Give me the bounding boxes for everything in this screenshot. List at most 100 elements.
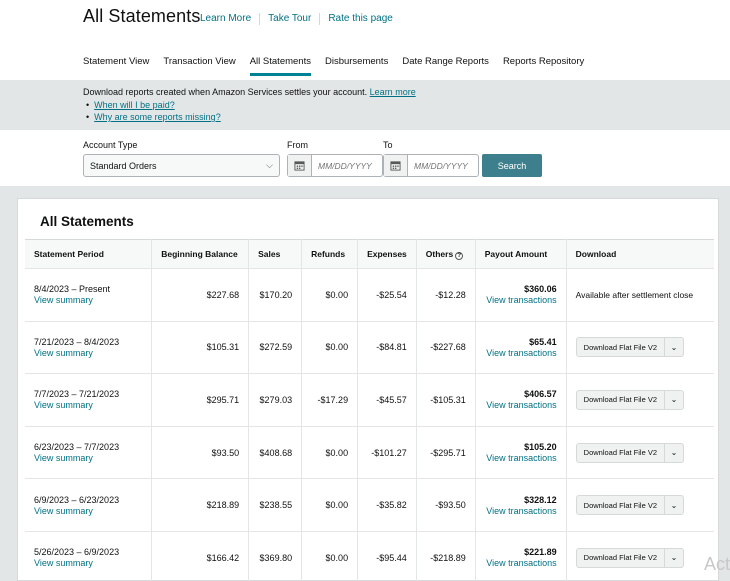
download-flat-file-button[interactable]: Download Flat File V2 ⌄	[575, 495, 685, 516]
payout-amount: $406.57	[524, 389, 557, 400]
table-row: 7/21/2023 – 8/4/2023 View summary $105.31 $…	[25, 321, 714, 375]
refunds-cell: $0.00	[301, 321, 359, 375]
info-learn-more-link[interactable]: Learn more	[369, 87, 416, 97]
download-button-label[interactable]: Download Flat File V2	[577, 338, 666, 357]
col-statement-period: Statement Period	[25, 239, 153, 269]
download-cell: Download Flat File V2 ⌄	[566, 426, 714, 480]
period-cell: 7/21/2023 – 8/4/2023 View summary	[25, 321, 153, 375]
chevron-down-icon[interactable]: ⌄	[670, 395, 678, 405]
others-cell: -$105.31	[416, 373, 476, 427]
payout-amount: $360.06	[524, 284, 557, 295]
view-transactions-link[interactable]: View transactions	[486, 347, 557, 358]
beginning-balance-cell: $295.71	[151, 373, 250, 427]
download-flat-file-button[interactable]: Download Flat File V2 ⌄	[575, 389, 685, 410]
payout-cell: $221.89 View transactions	[475, 531, 567, 581]
page-title: All Statements	[83, 6, 201, 26]
sales-cell: $369.80	[248, 531, 303, 581]
statements-table: Statement Period Beginning Balance Sales…	[25, 239, 714, 581]
payout-amount: $65.41	[529, 336, 557, 347]
period-text: 7/7/2023 – 7/21/2023	[34, 389, 120, 400]
to-date-input[interactable]	[408, 155, 478, 176]
statements-title: All Statements	[40, 214, 134, 229]
view-summary-link[interactable]: View summary	[34, 453, 93, 464]
table-header-row: Statement Period Beginning Balance Sales…	[25, 239, 714, 269]
payout-cell: $328.12 View transactions	[475, 478, 567, 532]
download-flat-file-button[interactable]: Download Flat File V2 ⌄	[575, 547, 685, 568]
sales-cell: $279.03	[248, 373, 303, 427]
beginning-balance-cell: $227.68	[151, 268, 250, 322]
download-button-label[interactable]: Download Flat File V2	[577, 443, 666, 462]
download-button-label[interactable]: Download Flat File V2	[577, 496, 666, 515]
col-others-label: Others	[425, 248, 454, 259]
chevron-down-icon[interactable]: ⌄	[670, 553, 678, 563]
view-transactions-link[interactable]: View transactions	[486, 400, 557, 411]
view-summary-link[interactable]: View summary	[34, 558, 93, 569]
account-type-select[interactable]: Standard Orders ⌵	[83, 154, 280, 177]
sales-cell: $170.20	[248, 268, 303, 322]
view-summary-link[interactable]: View summary	[34, 295, 93, 306]
to-date-field[interactable]	[383, 154, 479, 177]
refunds-cell: $0.00	[301, 268, 359, 322]
download-flat-file-button[interactable]: Download Flat File V2 ⌄	[575, 442, 685, 463]
period-text: 6/23/2023 – 7/7/2023	[34, 442, 120, 453]
expenses-cell: -$45.57	[357, 373, 417, 427]
tab-transaction-view[interactable]: Transaction View	[163, 56, 236, 67]
from-date-field[interactable]	[287, 154, 383, 177]
page-header: All Statements Learn More Take Tour Rate…	[0, 0, 730, 82]
col-refunds: Refunds	[301, 239, 359, 269]
view-summary-link[interactable]: View summary	[34, 400, 93, 411]
search-button[interactable]: Search	[482, 154, 542, 177]
tab-all-statements[interactable]: All Statements	[249, 56, 311, 76]
view-transactions-link[interactable]: View transactions	[486, 453, 557, 464]
chevron-down-icon[interactable]: ⌄	[670, 342, 678, 352]
period-text: 6/9/2023 – 6/23/2023	[34, 494, 120, 505]
rate-page-link[interactable]: Rate this page	[319, 13, 401, 25]
download-cell: Download Flat File V2 ⌄	[566, 321, 714, 375]
when-paid-link[interactable]: When will I be paid?	[94, 99, 175, 110]
chevron-down-icon[interactable]: ⌄	[670, 500, 678, 510]
col-download: Download	[566, 239, 714, 269]
learn-more-link[interactable]: Learn More	[200, 13, 252, 24]
period-text: 8/4/2023 – Present	[34, 284, 111, 295]
view-transactions-link[interactable]: View transactions	[486, 505, 557, 516]
missing-reports-link[interactable]: Why are some reports missing?	[94, 112, 221, 122]
col-expenses: Expenses	[357, 239, 417, 269]
account-type-value: Standard Orders	[90, 161, 157, 171]
expenses-cell: -$101.27	[357, 426, 417, 480]
from-label: From	[287, 140, 308, 150]
period-cell: 7/7/2023 – 7/21/2023 View summary	[25, 373, 153, 427]
from-date-input[interactable]	[312, 155, 382, 176]
tab-reports-repository[interactable]: Reports Repository	[502, 56, 585, 67]
table-row: 6/23/2023 – 7/7/2023 View summary $93.50 $4…	[25, 426, 714, 480]
expenses-cell: -$84.81	[357, 321, 417, 375]
chevron-down-icon: ⌵	[266, 160, 273, 170]
tab-disbursements[interactable]: Disbursements	[324, 56, 389, 67]
view-summary-link[interactable]: View summary	[34, 347, 93, 358]
take-tour-link[interactable]: Take Tour	[259, 13, 319, 25]
view-summary-link[interactable]: View summary	[34, 505, 93, 516]
download-button-label[interactable]: Download Flat File V2	[577, 548, 666, 567]
chevron-down-icon[interactable]: ⌄	[670, 448, 678, 458]
payout-cell: $406.57 View transactions	[475, 373, 567, 427]
help-icon[interactable]: ?	[455, 251, 464, 260]
download-cell: Download Flat File V2 ⌄	[566, 531, 714, 581]
tab-date-range-reports[interactable]: Date Range Reports	[402, 56, 489, 67]
col-payout-amount: Payout Amount	[475, 239, 567, 269]
period-cell: 6/23/2023 – 7/7/2023 View summary	[25, 426, 153, 480]
others-cell: -$93.50	[416, 478, 476, 532]
payout-amount: $221.89	[524, 547, 557, 558]
view-transactions-link[interactable]: View transactions	[486, 558, 557, 569]
tab-statement-view[interactable]: Statement View	[83, 56, 150, 67]
download-flat-file-button[interactable]: Download Flat File V2 ⌄	[575, 337, 685, 358]
calendar-icon[interactable]	[288, 155, 312, 176]
account-type-label: Account Type	[83, 140, 138, 150]
period-text: 7/21/2023 – 8/4/2023	[34, 336, 120, 347]
expenses-cell: -$25.54	[357, 268, 417, 322]
calendar-icon[interactable]	[384, 155, 408, 176]
view-transactions-link[interactable]: View transactions	[486, 295, 557, 306]
watermark-text: Act	[703, 554, 730, 574]
col-others: Others?	[416, 239, 476, 269]
expenses-cell: -$35.82	[357, 478, 417, 532]
download-button-label[interactable]: Download Flat File V2	[577, 390, 666, 409]
table-row: 6/9/2023 – 6/23/2023 View summary $218.89 $…	[25, 478, 714, 532]
